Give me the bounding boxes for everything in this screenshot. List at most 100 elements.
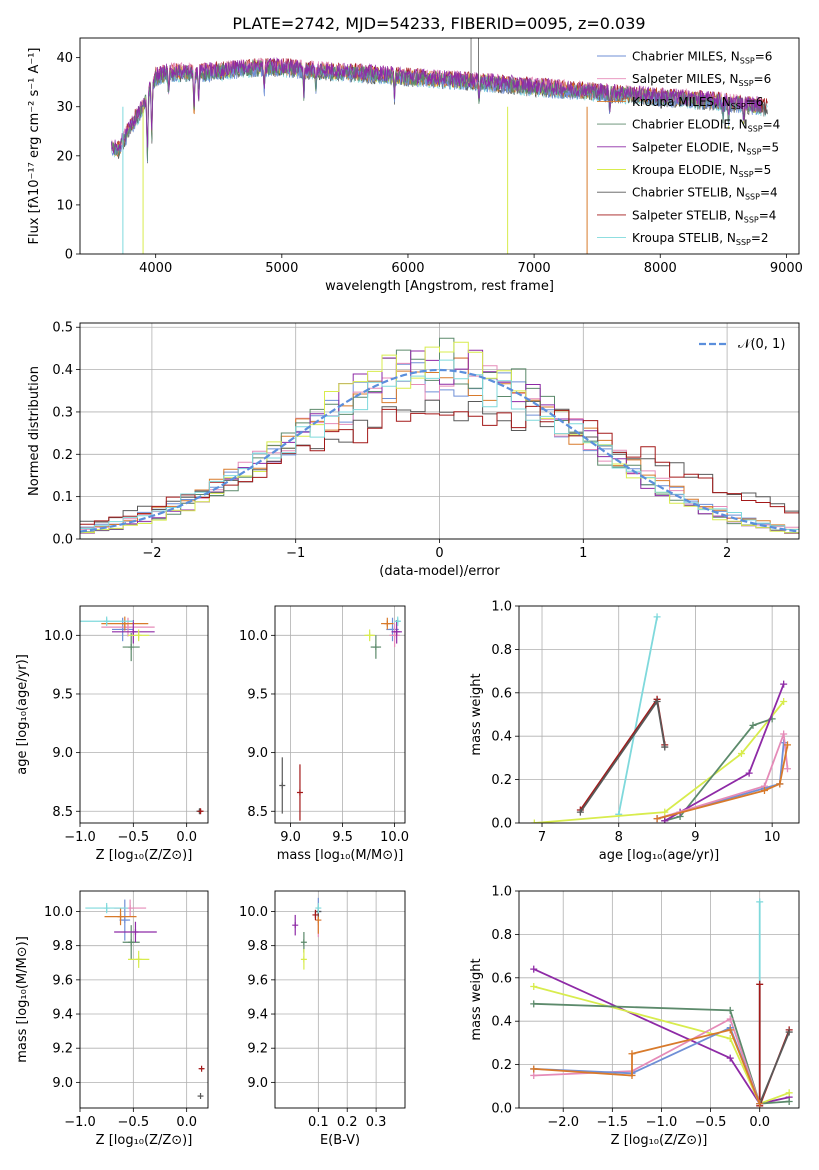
axes-frame [518, 890, 800, 1109]
weight-marker [756, 1100, 764, 1108]
x-axis-label: mass [log₁₀(M/M⊙)] [277, 848, 404, 863]
axes-frame [79, 322, 800, 540]
y-tick-label: 9.5 [247, 687, 268, 702]
x-tick-label: 0 [435, 546, 443, 561]
legend-label: Salpeter MILES, NSSP=6 [632, 72, 771, 88]
y-tick-label: 9.0 [247, 1076, 268, 1091]
y-tick-label: 0.6 [491, 971, 512, 986]
x-axis-label: (data-model)/error [379, 564, 500, 579]
weight-marker [530, 982, 538, 990]
y-axis-label: mass weight [469, 958, 484, 1040]
weight-line [664, 717, 773, 822]
data-point [128, 644, 135, 651]
legend-label: Salpeter STELIB, NSSP=4 [632, 208, 776, 224]
y-tick-label: 0.5 [52, 321, 73, 336]
weight-marker [756, 980, 764, 988]
x-axis-label: age [log₁₀(age/yr)] [599, 848, 720, 863]
plot-area [80, 337, 799, 534]
y-axis-label: age [log₁₀(age/yr)] [15, 654, 30, 775]
histogram-step [80, 399, 799, 523]
legend-label: Kroupa STELIB, NSSP=2 [632, 231, 769, 247]
weight-marker [661, 808, 669, 816]
x-tick-label: 7000 [518, 261, 551, 276]
y-tick-label: 0.6 [491, 686, 512, 701]
x-tick-label: −1.0 [64, 830, 96, 845]
y-tick-label: 1.0 [491, 600, 512, 615]
y-tick-label: 0.2 [52, 448, 73, 463]
weight-marker [776, 780, 784, 788]
weight-marker [780, 697, 788, 705]
plots-layer: 4000 5000 6000 7000 8000 9000010203040wavelen… [15, 37, 803, 1148]
y-tick-label: 10.0 [239, 905, 268, 920]
x-tick-label: 9.5 [332, 830, 353, 845]
x-axis-label: Z [log₁₀(Z/Z⊙)] [96, 1133, 193, 1148]
spectrum-line [111, 57, 762, 154]
data-point [197, 808, 204, 815]
y-tick-label: 0.0 [52, 533, 73, 548]
y-tick-label: 10.0 [239, 629, 268, 644]
x-tick-label: 0.3 [366, 1115, 387, 1130]
legend-label: Chabrier MILES, NSSP=6 [632, 50, 772, 66]
x-tick-label: 0.0 [749, 1115, 770, 1130]
y-tick-label: 8.5 [52, 805, 73, 820]
histogram-step [80, 359, 799, 530]
weight-marker [628, 1050, 636, 1058]
weight-line [656, 733, 789, 820]
y-tick-label: 0.3 [52, 405, 73, 420]
weight-marker [530, 1071, 538, 1079]
y-tick-label: 0.2 [491, 773, 512, 788]
histogram-step [80, 405, 799, 525]
y-tick-label: 8.5 [247, 805, 268, 820]
x-tick-label: −1.0 [64, 1115, 96, 1130]
x-tick-label: 0.2 [337, 1115, 358, 1130]
weight-marker [756, 898, 764, 906]
weight-marker [653, 697, 661, 705]
y-tick-label: 9.6 [52, 973, 73, 988]
x-tick-label: 0.1 [308, 1115, 329, 1130]
weight-line [664, 683, 785, 822]
axes-weight_vs_Z: −2.0 −1.5 −1.0 −0.5 0.0 0.0 0.2 0.4 0.6 0.8 1.0 Z [… [469, 885, 800, 1148]
y-axis-label: mass [log₁₀(M/M⊙)] [15, 936, 30, 1063]
y-tick-label: 0.2 [491, 1058, 512, 1073]
data-point [300, 956, 307, 963]
data-point [296, 789, 303, 796]
x-tick-label: 2 [723, 546, 731, 561]
y-tick-label: 0 [65, 248, 73, 263]
weight-line [758, 1031, 791, 1105]
x-tick-label: 9 [691, 830, 699, 845]
x-tick-label: 4000 [139, 261, 172, 276]
histogram-step [80, 357, 799, 530]
histogram-step [80, 341, 799, 534]
y-tick-label: 9.6 [247, 973, 268, 988]
data-point [394, 618, 401, 625]
data-point [312, 911, 319, 918]
y-tick-label: 0.0 [491, 1102, 512, 1117]
data-point [300, 939, 307, 946]
y-tick-label: 1.0 [491, 885, 512, 900]
data-point [130, 628, 137, 635]
y-tick-label: 0.1 [52, 490, 73, 505]
data-point [103, 905, 110, 912]
weight-line [533, 985, 790, 1105]
y-axis-label: Normed distribution [27, 366, 42, 496]
axes-frame [274, 605, 406, 824]
legend-label: Kroupa MILES, NSSP=6 [632, 95, 763, 111]
weight-marker [783, 765, 791, 773]
weight-marker [726, 1015, 734, 1023]
y-tick-label: 0.8 [491, 928, 512, 943]
data-point [315, 905, 322, 912]
axes-age_vs_Z: −1.0 −0.5 0.0 8.5 9.0 9.5 10.0 Z [log₁₀(Z/Z⊙)] a… [15, 605, 209, 863]
axes-frame [79, 605, 209, 824]
weight-marker [749, 721, 757, 729]
y-tick-label: 0.0 [491, 817, 512, 832]
data-point [117, 913, 124, 920]
weight-line [533, 1002, 790, 1105]
weight-line [534, 700, 785, 823]
weight-line [656, 744, 789, 820]
weight-marker [653, 613, 661, 621]
y-tick-label: 10.0 [44, 905, 73, 920]
plot-area [530, 898, 793, 1108]
y-tick-label: 0.4 [491, 1015, 512, 1030]
x-tick-label: −0.5 [118, 1115, 150, 1130]
